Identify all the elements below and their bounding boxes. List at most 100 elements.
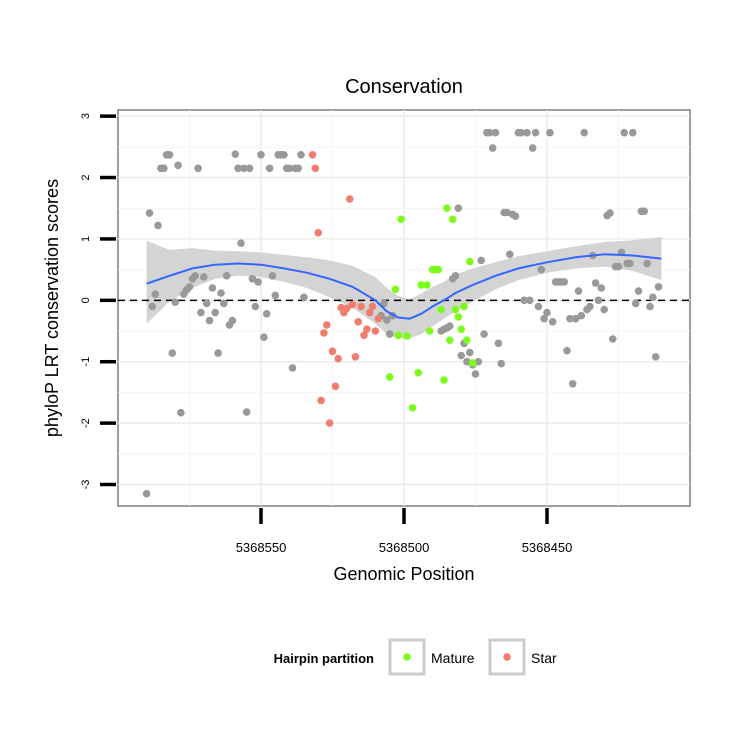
data-point-background — [563, 346, 571, 355]
data-point-background — [540, 314, 548, 323]
data-point-mature — [403, 332, 411, 340]
data-point-star — [334, 354, 343, 363]
data-point-mature — [446, 336, 454, 345]
data-point-mature — [425, 327, 434, 335]
data-point-star — [351, 353, 360, 361]
data-point-star — [308, 151, 317, 159]
data-point-background — [265, 164, 274, 173]
data-point-background — [177, 408, 185, 417]
data-point-star — [323, 321, 331, 329]
data-point-background — [257, 151, 265, 159]
data-point-background — [191, 272, 199, 280]
data-point-background — [571, 314, 580, 323]
data-point-background — [600, 305, 608, 314]
confidence-band-area — [146, 237, 662, 339]
data-point-background — [606, 209, 614, 217]
data-point-background — [454, 204, 463, 212]
data-point-background — [202, 299, 211, 308]
data-point-background — [214, 349, 222, 357]
series-mature — [385, 204, 477, 412]
data-point-background — [200, 273, 208, 281]
data-point-background — [231, 150, 240, 158]
data-point-background — [643, 259, 651, 268]
data-point-background — [651, 353, 660, 361]
data-point-background — [294, 164, 303, 173]
data-point-background — [220, 299, 228, 308]
data-point-background — [494, 339, 503, 348]
axes: -3 -2 -1 0 1 2 3 5368550 5368500 5368450 — [80, 113, 572, 555]
data-point-background — [486, 128, 494, 137]
data-point-background — [591, 279, 600, 287]
data-point-background — [609, 335, 617, 343]
data-point-background — [523, 128, 531, 137]
data-point-background — [491, 128, 500, 137]
data-point-background — [566, 314, 574, 323]
data-point-background — [240, 164, 248, 173]
data-point-background — [546, 128, 554, 137]
confidence-band — [146, 237, 662, 339]
data-point-background — [297, 151, 305, 159]
data-point-background — [614, 262, 623, 271]
data-point-background — [217, 289, 225, 297]
legend-label-mature: Mature — [431, 650, 475, 666]
data-point-background — [154, 221, 162, 230]
data-point-star — [325, 419, 334, 427]
x-tick-label: 5368500 — [379, 540, 430, 555]
data-point-background — [580, 128, 588, 137]
data-point-background — [451, 272, 460, 280]
data-point-star — [368, 302, 377, 311]
data-point-background — [586, 302, 594, 311]
y-tick-label: 0 — [80, 297, 92, 303]
data-point-background — [560, 278, 568, 286]
data-point-star — [345, 195, 354, 203]
data-point-mature — [468, 359, 477, 367]
data-point-star — [348, 300, 357, 309]
data-point-background — [488, 144, 497, 152]
data-point-mature — [397, 215, 405, 224]
legend-key-marker-star — [503, 653, 511, 661]
data-point-background — [148, 302, 157, 311]
data-point-mature — [451, 305, 460, 314]
legend-label-star: Star — [531, 650, 557, 666]
data-point-background — [248, 275, 257, 283]
data-point-background — [620, 128, 628, 137]
data-point-background — [260, 333, 268, 342]
data-point-background — [211, 308, 219, 317]
data-point-background — [145, 209, 154, 217]
data-point-mature — [457, 325, 466, 334]
data-point-background — [245, 164, 254, 173]
data-point-background — [185, 283, 194, 291]
data-point-background — [197, 308, 205, 317]
y-tick-label: -3 — [80, 480, 92, 490]
data-point-background — [534, 302, 543, 311]
data-point-background — [517, 128, 526, 137]
data-point-star — [317, 396, 325, 405]
data-point-background — [457, 351, 466, 360]
data-point-star — [328, 347, 337, 356]
data-point-background — [520, 296, 528, 305]
data-point-background — [577, 311, 586, 320]
data-point-background — [466, 348, 474, 357]
data-point-star — [314, 229, 323, 237]
legend: Hairpin partition Mature Star — [274, 638, 557, 676]
data-point-background — [383, 316, 391, 324]
data-point-background — [629, 128, 637, 137]
data-point-mature — [437, 305, 446, 314]
data-point-background — [511, 212, 520, 220]
data-point-background — [506, 250, 514, 259]
data-point-background — [160, 164, 168, 173]
data-point-background — [537, 265, 546, 274]
data-point-background — [165, 151, 174, 159]
data-point-star — [374, 314, 383, 323]
y-tick-label: -2 — [80, 418, 92, 428]
data-point-mature — [414, 369, 423, 377]
data-point-background — [300, 293, 308, 302]
data-point-mature — [460, 302, 468, 311]
data-point-mature — [443, 204, 451, 212]
data-point-background — [594, 296, 603, 305]
data-point-background — [280, 151, 288, 159]
data-point-background — [142, 489, 151, 498]
data-point-mature — [434, 265, 443, 274]
